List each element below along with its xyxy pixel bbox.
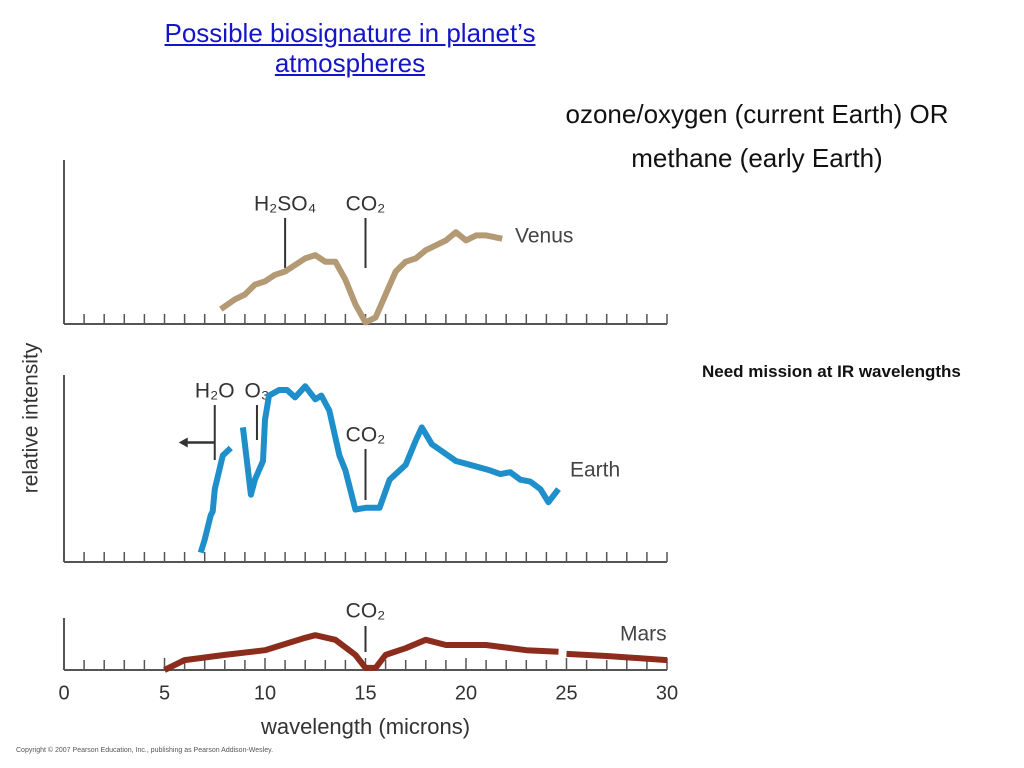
series-line <box>219 229 503 326</box>
series-label: Mars <box>620 623 667 646</box>
copyright: Copyright © 2007 Pearson Education, Inc.… <box>16 747 274 754</box>
series-label: Venus <box>515 225 573 248</box>
annotation-label: CO₂ <box>346 600 386 623</box>
series-label: Earth <box>570 459 620 482</box>
subtitle: ozone/oxygen (current Earth) OR methane … <box>490 92 1024 180</box>
x-tick-label: 15 <box>354 682 376 704</box>
arrow-head <box>178 437 188 448</box>
series-line <box>163 632 668 673</box>
x-tick-label: 5 <box>159 682 170 704</box>
series-line <box>197 383 561 554</box>
x-tick-label: 10 <box>254 682 276 704</box>
x-tick-label: 20 <box>455 682 477 704</box>
x-tick-label: 25 <box>555 682 577 704</box>
annotation-label: CO₂ <box>346 424 386 447</box>
subtitle-line: ozone/oxygen (current Earth) OR <box>565 99 949 129</box>
note: Need mission at IR wavelengths <box>702 362 961 381</box>
annotation-label: H₂SO₄ <box>254 193 316 216</box>
slide-title: Possible biosignature in planet’s atmosp… <box>164 18 536 78</box>
x-tick-label: 0 <box>58 682 69 704</box>
subtitle-line: methane (early Earth) <box>631 143 883 173</box>
annotation-label: H₂O <box>195 380 235 403</box>
y-axis-label: relative intensity <box>20 342 43 493</box>
x-axis-label: wavelength (microns) <box>260 714 470 739</box>
annotation-label: CO₂ <box>346 193 386 216</box>
x-tick-label: 30 <box>656 682 678 704</box>
annotation-label: O₃ <box>245 380 270 403</box>
